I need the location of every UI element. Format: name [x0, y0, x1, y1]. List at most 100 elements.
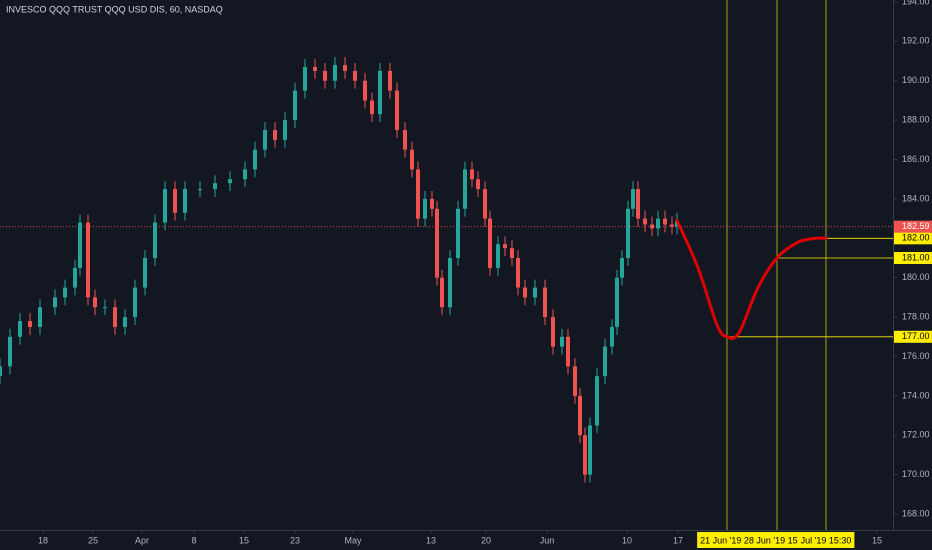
chart-title: INVESCO QQQ TRUST QQQ USD DIS, 60, NASDA…	[6, 4, 223, 14]
candle-body	[403, 129, 407, 150]
candle-body	[86, 222, 90, 298]
candle-body	[523, 287, 527, 298]
x-tick-label: 25	[88, 535, 98, 545]
candle-body	[435, 208, 439, 278]
candle-body	[483, 189, 487, 219]
candle-body	[663, 218, 667, 225]
level-label-box	[894, 330, 932, 343]
vertical-marker-label: Jul '19 15:30	[801, 535, 852, 545]
x-tick-label: 15	[872, 535, 882, 545]
candle-body	[636, 189, 640, 219]
x-tick-label: 15	[239, 535, 249, 545]
candle-body	[78, 222, 82, 268]
y-tick-label: 176.00	[902, 351, 930, 361]
candle-body	[440, 277, 444, 308]
candle-body	[343, 64, 347, 71]
candle-body	[448, 258, 452, 308]
candle-body	[293, 90, 297, 121]
candle-body	[588, 425, 592, 475]
candle-body	[470, 169, 474, 180]
candle-body	[620, 258, 624, 278]
candle-body	[551, 317, 555, 347]
candle-body	[313, 66, 317, 71]
candle-body	[243, 169, 247, 180]
x-tick-label: 13	[426, 535, 436, 545]
candle-body	[395, 90, 399, 130]
level-label: 181.00	[902, 252, 930, 262]
candle-body	[183, 189, 187, 213]
candle-body	[543, 287, 547, 318]
level-label: 182.00	[902, 233, 930, 243]
candle-body	[430, 198, 434, 209]
candle-body	[163, 189, 167, 223]
candle-body	[626, 208, 630, 259]
level-label-box	[894, 252, 932, 265]
x-tick-label: 17	[673, 535, 683, 545]
candle-body	[643, 218, 647, 225]
candle-body	[488, 218, 492, 268]
candle-body	[615, 277, 619, 327]
candle-body	[93, 297, 97, 308]
y-tick-label: 168.00	[902, 508, 930, 518]
price-label: 182.59	[902, 221, 930, 231]
candle-body	[0, 366, 2, 377]
candle-body	[8, 336, 12, 367]
x-tick-label: 8	[191, 535, 196, 545]
candle-body	[153, 222, 157, 259]
y-tick-label: 192.00	[902, 36, 930, 46]
y-tick-label: 194.00	[902, 0, 930, 6]
vertical-marker-label-box	[740, 532, 814, 548]
candle-body	[228, 179, 232, 184]
candle-body	[38, 307, 42, 327]
candle-body	[503, 244, 507, 249]
x-tick-label: 18	[38, 535, 48, 545]
y-tick-label: 172.00	[902, 430, 930, 440]
vertical-marker-label-box	[797, 532, 855, 548]
candle-body	[18, 321, 22, 337]
candle-body	[650, 224, 654, 229]
candle-body	[333, 64, 337, 81]
y-tick-label: 180.00	[902, 272, 930, 282]
candle-body	[28, 321, 32, 327]
x-tick-label: Jun	[540, 535, 555, 545]
candle-body	[388, 70, 392, 91]
vertical-marker-label: 21 Jun '19 15	[700, 535, 754, 545]
y-tick-label: 190.00	[902, 75, 930, 85]
candle-body	[423, 198, 427, 219]
candle-body	[213, 183, 217, 190]
candle-body	[410, 149, 414, 170]
candle-body	[370, 100, 374, 115]
candle-body	[363, 80, 367, 101]
candle-body	[143, 258, 147, 288]
y-tick-label: 170.00	[902, 469, 930, 479]
candle-body	[263, 129, 267, 150]
level-label: 177.00	[902, 331, 930, 341]
x-tick-label: May	[344, 535, 362, 545]
candle-body	[656, 218, 660, 229]
price-label-box	[894, 220, 932, 233]
candle-body	[510, 248, 514, 259]
candle-body	[63, 287, 67, 298]
candle-body	[610, 326, 614, 347]
candle-body	[133, 287, 137, 318]
candle-body	[583, 435, 587, 475]
candle-body	[578, 395, 582, 436]
candle-body	[323, 70, 327, 81]
level-label-box	[894, 232, 932, 245]
y-tick-label: 174.00	[902, 390, 930, 400]
candle-body	[516, 258, 520, 288]
x-tick-label: 23	[290, 535, 300, 545]
candle-body	[378, 70, 382, 115]
candle-body	[113, 307, 117, 327]
x-tick-label: 20	[481, 535, 491, 545]
candle-body	[456, 208, 460, 259]
candle-body	[103, 307, 107, 309]
candle-body	[560, 336, 564, 347]
candle-body	[670, 224, 674, 227]
candle-body	[173, 189, 177, 213]
vertical-marker-label: 28 Jun '19 15:30	[744, 535, 810, 545]
y-tick-label: 188.00	[902, 115, 930, 125]
candle-body	[283, 120, 287, 140]
